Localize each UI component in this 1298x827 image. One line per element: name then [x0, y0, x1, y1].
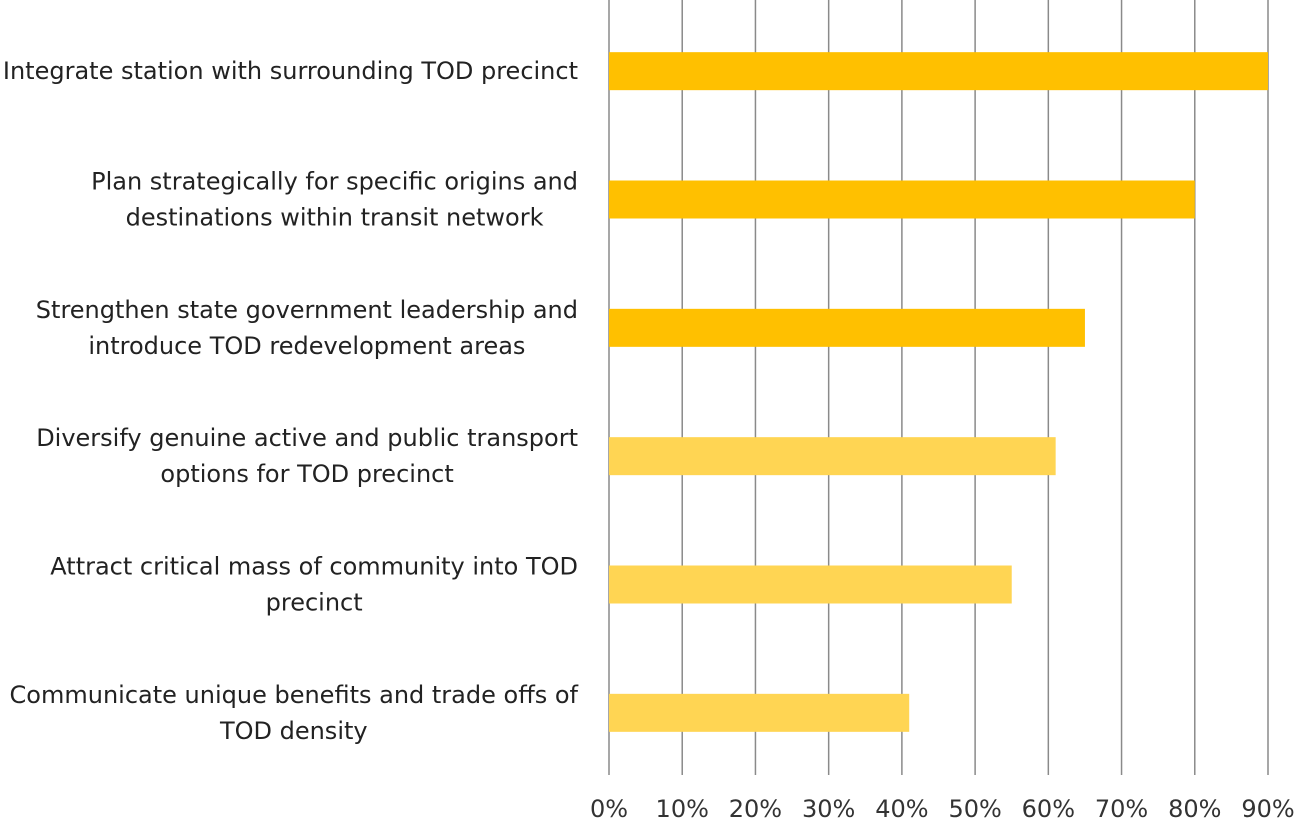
x-tick-label: 0% — [590, 795, 628, 823]
bars — [609, 52, 1268, 732]
bar — [609, 180, 1195, 219]
x-tick-label: 80% — [1168, 795, 1221, 823]
category-label-line: precinct — [266, 589, 363, 617]
category-label-line: Strengthen state government leadership a… — [36, 296, 578, 324]
x-tick-label: 70% — [1095, 795, 1148, 823]
category-label: Attract critical mass of community into … — [50, 553, 578, 617]
category-label: Strengthen state government leadership a… — [36, 296, 578, 360]
category-label-line: Plan strategically for specific origins … — [91, 168, 578, 196]
category-label-line: TOD density — [219, 717, 368, 745]
bar — [609, 565, 1012, 604]
category-label-line: introduce TOD redevelopment areas — [88, 332, 525, 360]
x-tick-labels: 0% 10% 20% 30% 40% 50% 60% 70% 80% 90% — [590, 795, 1295, 823]
category-labels: Integrate station with surrounding TOD p… — [3, 57, 579, 745]
gridlines — [608, 0, 1269, 775]
x-tick-label: 60% — [1022, 795, 1075, 823]
category-label: Communicate unique benefits and trade of… — [10, 681, 579, 745]
category-label-line: Attract critical mass of community into … — [50, 553, 578, 581]
category-label: Integrate station with surrounding TOD p… — [3, 57, 578, 85]
category-label: Diversify genuine active and public tran… — [36, 424, 578, 488]
bar — [609, 52, 1268, 91]
x-tick-label: 40% — [875, 795, 928, 823]
category-label: Plan strategically for specific origins … — [91, 168, 578, 232]
x-tick-label: 10% — [656, 795, 709, 823]
category-label-line: Integrate station with surrounding TOD p… — [3, 57, 578, 85]
bar — [609, 308, 1085, 347]
bar — [609, 437, 1056, 476]
x-tick-label: 90% — [1241, 795, 1294, 823]
category-label-line: Communicate unique benefits and trade of… — [10, 681, 579, 709]
category-label-line: options for TOD precinct — [160, 460, 453, 488]
x-tick-label: 20% — [729, 795, 782, 823]
x-tick-label: 50% — [948, 795, 1001, 823]
category-label-line: Diversify genuine active and public tran… — [36, 424, 578, 452]
x-tick-label: 30% — [802, 795, 855, 823]
category-label-line: destinations within transit network — [126, 204, 544, 232]
bar — [609, 693, 910, 732]
